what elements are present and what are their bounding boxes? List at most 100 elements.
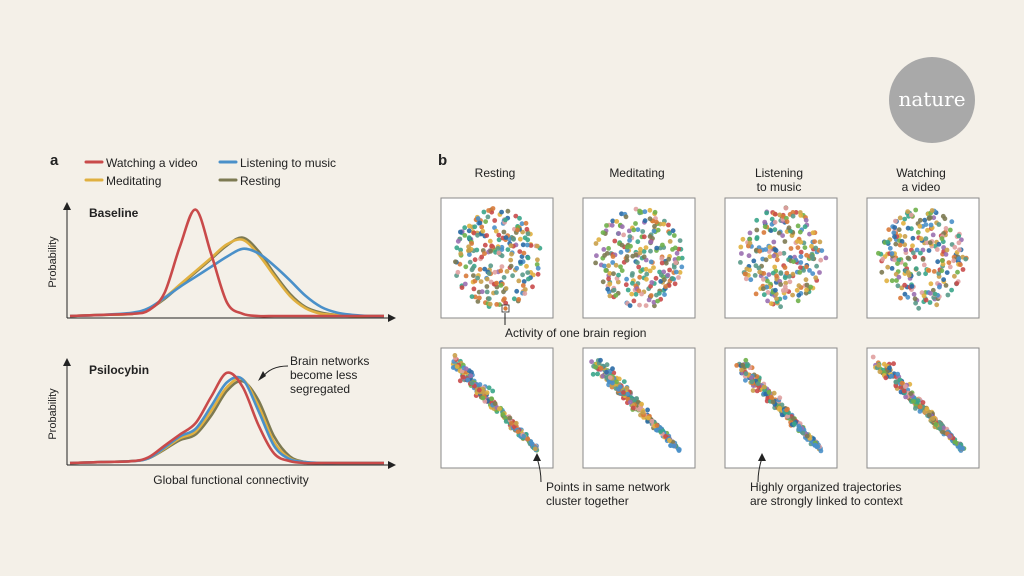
scatter-point [637, 208, 642, 214]
scatter-point [912, 296, 918, 302]
cluster-annotation-head [533, 453, 541, 461]
scatter-point [926, 248, 932, 253]
scatter-point [600, 373, 606, 379]
scatter-point [635, 260, 640, 265]
scatter-point [670, 228, 676, 234]
psilocybin-plot: Psilocybin Probability Brain networks be… [47, 354, 396, 469]
scatter-panel-psilocybin-watching-a-video [866, 347, 980, 469]
scatter-point [522, 291, 528, 296]
scatter-point [791, 416, 796, 421]
scatter-point [528, 243, 534, 248]
scatter-point [772, 219, 778, 225]
scatter-point [921, 262, 927, 268]
scatter-point [482, 251, 487, 256]
scatter-point [503, 235, 509, 241]
scatter-point [810, 271, 816, 276]
scatter-point [954, 281, 960, 286]
scatter-point [614, 379, 619, 385]
scatter-point [880, 256, 886, 262]
scatter-point [618, 249, 624, 255]
scatter-point [471, 230, 477, 236]
scatter-point [765, 290, 771, 295]
scatter-point [606, 276, 611, 282]
scatter-point [791, 421, 797, 427]
scatter-point [515, 227, 520, 233]
scatter-point [761, 230, 767, 235]
scatter-point [773, 287, 778, 293]
panel-a-label: a [50, 152, 59, 169]
scatter-point [937, 284, 942, 290]
scatter-point [778, 282, 783, 287]
scatter-point [781, 250, 787, 256]
psilocybin-y-arrow [63, 358, 71, 366]
scatter-point [772, 227, 778, 233]
scatter-point [463, 366, 469, 372]
scatter-point [783, 280, 789, 286]
scatter-point [749, 379, 755, 385]
scatter-point [911, 291, 917, 297]
scatter-point [600, 230, 606, 236]
scatter-point [479, 254, 485, 260]
scatter-point [529, 441, 535, 447]
scatter-point [905, 270, 911, 275]
scatter-point [813, 275, 819, 281]
scatter-point [658, 429, 663, 434]
scatter-point [663, 260, 669, 266]
scatter-point [532, 446, 538, 452]
scatter-point [757, 248, 763, 254]
scatter-point [651, 299, 657, 305]
scatter-point [517, 215, 522, 221]
scatter-point [795, 223, 801, 229]
scatter-point [516, 297, 522, 302]
scatter-point [747, 267, 752, 273]
scatter-point [796, 292, 802, 298]
scatter-point [513, 420, 519, 426]
scatter-point [944, 270, 950, 275]
scatter-panels [440, 197, 980, 469]
scatter-point [514, 288, 520, 294]
baseline-line-listening-to-music [69, 247, 385, 318]
scatter-point [482, 266, 488, 272]
scatter-point [604, 251, 610, 256]
scatter-point [494, 280, 499, 286]
scatter-point [601, 247, 607, 252]
scatter-point [899, 380, 905, 386]
panel-a: a Watching a video Listening to music Me… [47, 152, 396, 487]
scatter-panel-psilocybin-meditating [582, 347, 696, 469]
scatter-point [492, 269, 498, 275]
scatter-point [812, 239, 817, 245]
scatter-point [766, 390, 772, 395]
scatter-point [637, 274, 643, 280]
scatter-point [472, 224, 478, 230]
scatter-point [930, 287, 936, 293]
scatter-point [945, 292, 951, 298]
scatter-point [629, 273, 635, 278]
scatter-point [677, 238, 683, 244]
scatter-point [956, 233, 962, 239]
scatter-point [748, 277, 754, 283]
psilocybin-lines [69, 371, 384, 465]
scatter-point [611, 370, 617, 376]
scatter-point [762, 224, 768, 230]
scatter-point [763, 247, 769, 252]
scatter-point [535, 271, 541, 277]
scatter-point [458, 251, 464, 257]
scatter-point [936, 241, 942, 247]
scatter-point [902, 282, 907, 288]
scatter-point [956, 256, 962, 262]
scatter-point [525, 270, 531, 275]
scatter-point [926, 268, 932, 273]
scatter-point [674, 250, 680, 256]
scatter-point [963, 256, 969, 262]
scatter-point [951, 258, 957, 264]
scatter-point [507, 415, 513, 421]
baseline-y-arrow [63, 202, 71, 210]
scatter-point [636, 288, 642, 294]
scatter-point [520, 272, 525, 278]
scatter-point [469, 294, 475, 299]
scatter-point [463, 264, 469, 270]
scatter-point [911, 399, 916, 404]
scatter-point [647, 234, 653, 239]
scatter-point [960, 267, 966, 272]
